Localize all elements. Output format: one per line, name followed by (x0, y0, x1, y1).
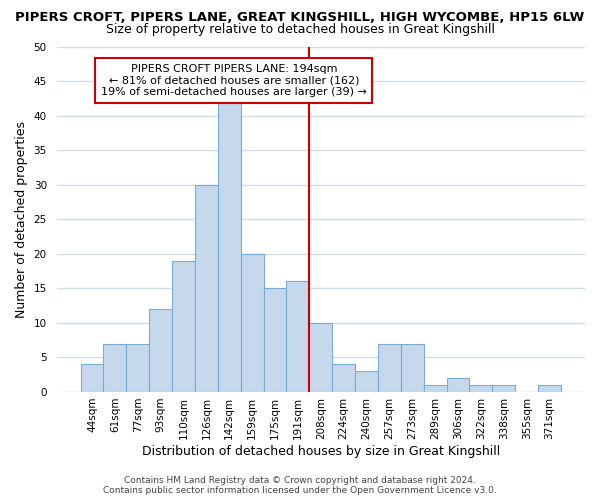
Bar (218, 102, 241, 392)
Bar (127, 344, 149, 392)
Bar (538, 385, 561, 392)
Bar (355, 371, 378, 392)
X-axis label: Distribution of detached houses by size in Great Kingshill: Distribution of detached houses by size … (142, 444, 500, 458)
Bar (378, 344, 401, 392)
Bar (446, 378, 469, 392)
Bar (149, 309, 172, 392)
Bar (241, 254, 263, 392)
Text: Size of property relative to detached houses in Great Kingshill: Size of property relative to detached ho… (106, 22, 494, 36)
Bar (401, 344, 424, 392)
Y-axis label: Number of detached properties: Number of detached properties (15, 120, 28, 318)
Bar (263, 288, 286, 392)
Bar (310, 323, 332, 392)
Bar (286, 282, 310, 392)
Bar (103, 344, 127, 392)
Bar (80, 364, 103, 392)
Bar (469, 385, 493, 392)
Bar (195, 184, 218, 392)
Text: Contains HM Land Registry data © Crown copyright and database right 2024.
Contai: Contains HM Land Registry data © Crown c… (103, 476, 497, 495)
Bar (172, 260, 195, 392)
Bar (332, 364, 355, 392)
Bar (493, 385, 515, 392)
Text: PIPERS CROFT, PIPERS LANE, GREAT KINGSHILL, HIGH WYCOMBE, HP15 6LW: PIPERS CROFT, PIPERS LANE, GREAT KINGSHI… (16, 11, 584, 24)
Bar (424, 385, 446, 392)
Text: PIPERS CROFT PIPERS LANE: 194sqm
← 81% of detached houses are smaller (162)
19% : PIPERS CROFT PIPERS LANE: 194sqm ← 81% o… (101, 64, 367, 97)
